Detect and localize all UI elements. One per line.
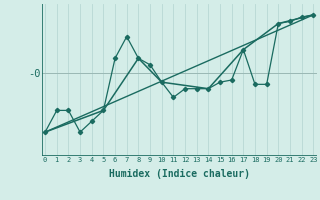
X-axis label: Humidex (Indice chaleur): Humidex (Indice chaleur) xyxy=(109,169,250,179)
